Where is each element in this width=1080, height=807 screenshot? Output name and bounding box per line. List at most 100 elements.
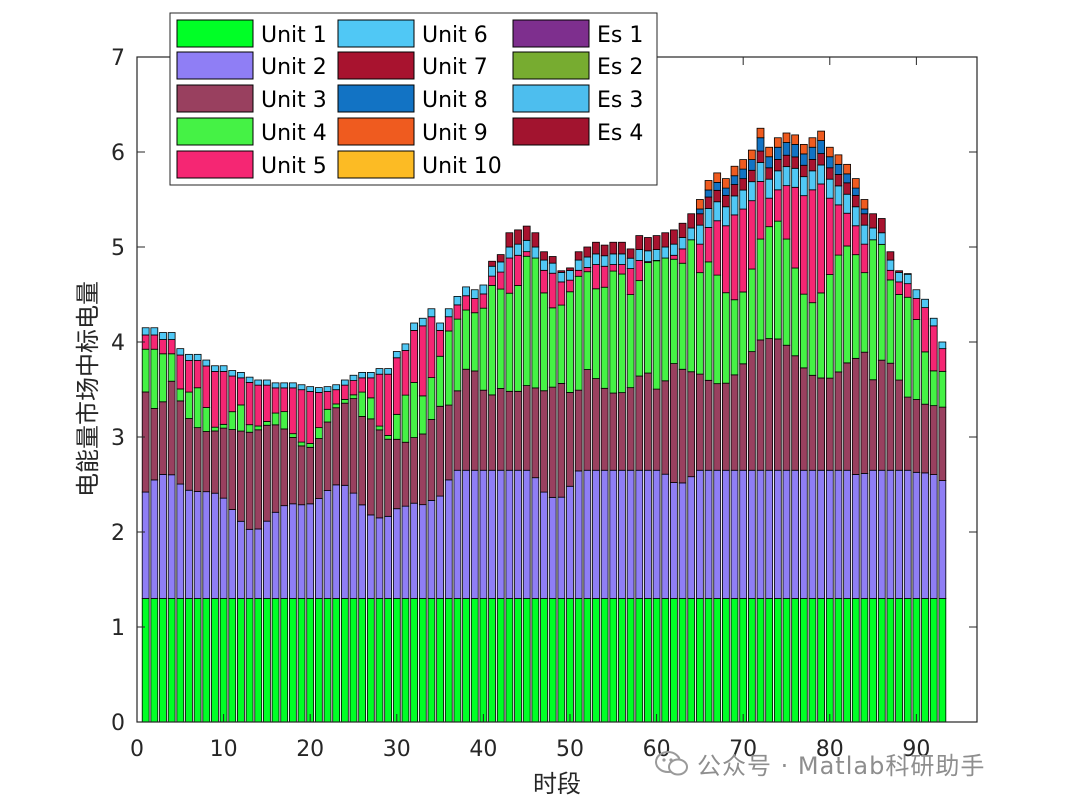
bar-segment-unit-1-t91	[921, 598, 929, 723]
bar-segment-unit-1-t56	[618, 598, 626, 723]
bar-segment-unit-7-t54	[600, 244, 609, 257]
bar-segment-unit-2-t72	[756, 469, 765, 599]
bar-segment-unit-3-t44	[514, 390, 522, 471]
bar-segment-unit-1-t2	[150, 598, 159, 723]
bar-segment-unit-2-t64	[687, 476, 696, 599]
bar-segment-unit-6-t43	[505, 246, 514, 259]
bar-segment-unit-4-t52	[583, 271, 592, 370]
bar-segment-unit-9-t80	[825, 146, 834, 158]
bar-segment-unit-2-t91	[921, 472, 929, 599]
legend-swatch-unit-10	[337, 150, 415, 179]
bar-segment-unit-4-t41	[488, 284, 496, 396]
bar-segment-unit-2-t21	[314, 498, 323, 599]
bar-segment-unit-2-t74	[773, 469, 782, 599]
bar-segment-unit-4-t77	[799, 293, 808, 369]
bar-segment-unit-8-t66	[704, 189, 713, 198]
bar-segment-unit-5-t88	[895, 281, 903, 295]
legend-label-es-3: Es 3	[597, 88, 643, 113]
bar-segment-unit-1-t45	[522, 598, 531, 723]
bar-segment-unit-8-t80	[825, 156, 834, 169]
bar-segment-unit-3-t37	[453, 390, 462, 471]
bar-segment-unit-7-t84	[860, 213, 869, 226]
bar-segment-unit-5-t7	[193, 360, 202, 389]
bar-segment-unit-7-t58	[635, 235, 644, 250]
bar-segment-unit-5-t52	[583, 267, 592, 273]
bar-segment-unit-1-t39	[470, 598, 479, 723]
legend-swatch-unit-5	[176, 150, 254, 179]
bar-segment-unit-2-t19	[297, 504, 306, 599]
bar-segment-unit-1-t73	[765, 598, 774, 723]
legend-label-unit-10: Unit 10	[422, 154, 502, 179]
bar-segment-unit-3-t34	[427, 419, 436, 501]
legend-label-unit-8: Unit 8	[422, 88, 488, 113]
bar-segment-unit-1-t29	[384, 598, 393, 723]
bar-segment-unit-3-t26	[358, 416, 367, 506]
bar-segment-unit-7-t56	[618, 241, 626, 255]
bar-segment-unit-7-t83	[851, 194, 860, 208]
y-tick-label-0: 0	[111, 711, 125, 736]
bar-segment-unit-3-t62	[670, 363, 678, 483]
bar-segment-unit-2-t27	[366, 514, 375, 599]
bar-segment-unit-3-t47	[540, 390, 548, 493]
bar-segment-unit-1-t65	[696, 598, 704, 723]
bar-segment-unit-6-t79	[817, 164, 825, 185]
bar-segment-unit-9-t82	[843, 163, 851, 175]
bar-segment-unit-6-t77	[799, 176, 808, 197]
bar-segment-unit-4-t42	[496, 288, 505, 389]
bar-segment-unit-6-t48	[548, 262, 557, 274]
bar-segment-unit-6-t27	[366, 371, 375, 379]
bar-segment-unit-6-t9	[211, 365, 219, 372]
bar-segment-unit-5-t69	[730, 214, 739, 301]
bar-segment-unit-4-t13	[245, 424, 254, 433]
bar-segment-unit-1-t40	[479, 598, 488, 723]
bar-segment-unit-4-t38	[462, 309, 470, 370]
bar-segment-unit-6-t81	[834, 185, 843, 206]
x-tick-label-50: 50	[556, 737, 584, 762]
bar-segment-unit-1-t67	[713, 598, 722, 723]
bar-segment-unit-6-t65	[696, 224, 704, 245]
bar-segment-unit-6-t5	[176, 348, 185, 356]
bar-segment-unit-6-t17	[280, 382, 289, 389]
bar-segment-unit-6-t57	[626, 257, 635, 269]
bar-segment-unit-5-t41	[488, 275, 496, 286]
bar-segment-unit-9-t68	[722, 178, 730, 189]
bar-segment-unit-1-t7	[193, 598, 202, 723]
legend-swatch-unit-1	[176, 19, 254, 48]
bar-segment-unit-3-t45	[522, 385, 531, 471]
bar-segment-unit-4-t34	[427, 377, 436, 420]
bar-segment-unit-4-t76	[791, 267, 800, 357]
x-tick-label-10: 10	[210, 737, 238, 762]
bar-segment-unit-2-t67	[713, 469, 722, 599]
bar-segment-unit-5-t81	[834, 204, 843, 256]
bar-segment-unit-2-t2	[150, 479, 159, 599]
bar-segment-unit-1-t55	[609, 598, 618, 723]
bar-segment-unit-5-t56	[618, 264, 626, 275]
bar-segment-unit-4-t74	[773, 220, 782, 340]
bar-segment-unit-5-t53	[592, 264, 600, 290]
bar-segment-unit-1-t19	[297, 598, 306, 723]
bar-segment-unit-5-t51	[574, 269, 583, 277]
bar-segment-unit-1-t60	[652, 598, 661, 723]
bar-segment-unit-2-t60	[652, 469, 661, 599]
bar-segment-unit-6-t14	[254, 379, 263, 386]
bar-segment-unit-4-t46	[531, 257, 540, 389]
bar-segment-unit-1-t80	[825, 598, 834, 723]
bar-segment-unit-7-t80	[825, 167, 834, 180]
bar-segment-unit-3-t77	[799, 367, 808, 471]
bar-segment-unit-4-t69	[730, 299, 739, 376]
bar-segment-unit-5-t35	[436, 330, 444, 357]
bar-segment-unit-2-t7	[193, 491, 202, 599]
bar-segment-unit-1-t68	[722, 598, 730, 723]
bar-segment-unit-3-t58	[635, 375, 644, 471]
bar-segment-unit-5-t17	[280, 387, 289, 413]
bar-segment-unit-5-t74	[773, 189, 782, 222]
bar-segment-unit-5-t93	[938, 348, 947, 372]
bar-segment-unit-4-t87	[886, 279, 895, 364]
bar-segment-unit-2-t33	[418, 504, 427, 599]
bar-segment-unit-3-t78	[808, 374, 817, 471]
bar-segment-unit-3-t50	[566, 392, 574, 487]
bar-segment-unit-3-t63	[678, 368, 687, 484]
bar-segment-unit-6-t50	[566, 270, 574, 281]
legend-swatch-es-4	[512, 117, 590, 146]
bar-segment-unit-3-t72	[756, 339, 765, 471]
